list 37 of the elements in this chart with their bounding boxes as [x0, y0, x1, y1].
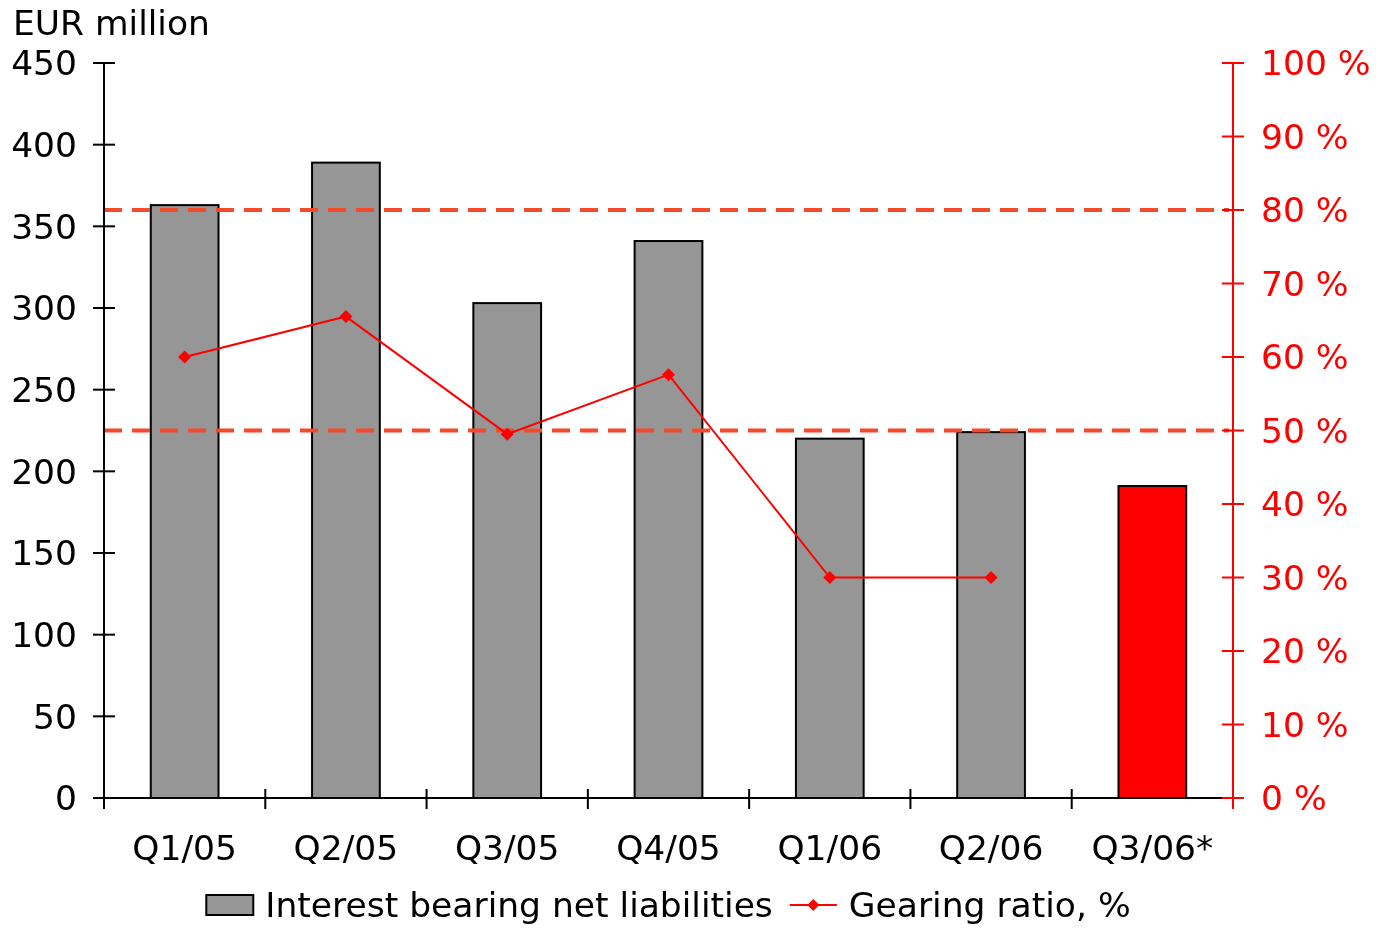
point [823, 571, 837, 584]
y-tick-label: 50 [33, 696, 77, 737]
point [178, 350, 192, 364]
y-tick-label: 150 [11, 533, 77, 574]
point [984, 571, 998, 584]
y2-tick-label: 90 % [1261, 116, 1349, 157]
y-axis-title: EUR million [13, 3, 210, 43]
y2-tick-label: 70 % [1261, 263, 1349, 304]
x-tick-label: Q1/05 [132, 828, 237, 868]
x-tick-label: Q3/05 [454, 828, 560, 868]
y2-tick-label: 10 % [1261, 704, 1349, 745]
legend-label: Gearing ratio, % [848, 885, 1131, 926]
y-tick-label: 0 [55, 778, 77, 819]
y-tick-label: 250 [11, 370, 77, 411]
x-tick-label: Q4/05 [616, 828, 721, 868]
y2-tick-label: 100 % [1261, 43, 1371, 84]
y2-tick-label: 60 % [1261, 337, 1349, 378]
y2-tick-label: 20 % [1261, 631, 1349, 672]
y-tick-label: 100 [11, 615, 77, 656]
x-tick-label: Q2/05 [293, 828, 399, 868]
y-tick-label: 200 [11, 451, 77, 492]
y2-tick-label: 80 % [1261, 190, 1349, 231]
point [662, 368, 675, 382]
y2-tick-label: 30 % [1261, 557, 1349, 598]
x-tick-label: Q3/06* [1091, 828, 1214, 868]
legend-label: Interest bearing net liabilities [265, 885, 773, 926]
x-tick-label: Q1/06 [777, 828, 883, 868]
y-tick-label: 350 [11, 206, 77, 247]
y2-tick-label: 0 % [1261, 778, 1327, 819]
x-tick-label: Q2/06 [938, 828, 1044, 868]
y-tick-label: 300 [11, 288, 77, 329]
point [500, 427, 514, 441]
y-tick-label: 450 [11, 43, 77, 84]
point [339, 310, 353, 324]
y2-tick-label: 50 % [1261, 410, 1349, 451]
y2-tick-label: 40 % [1261, 484, 1349, 525]
y-tick-label: 400 [11, 125, 77, 166]
